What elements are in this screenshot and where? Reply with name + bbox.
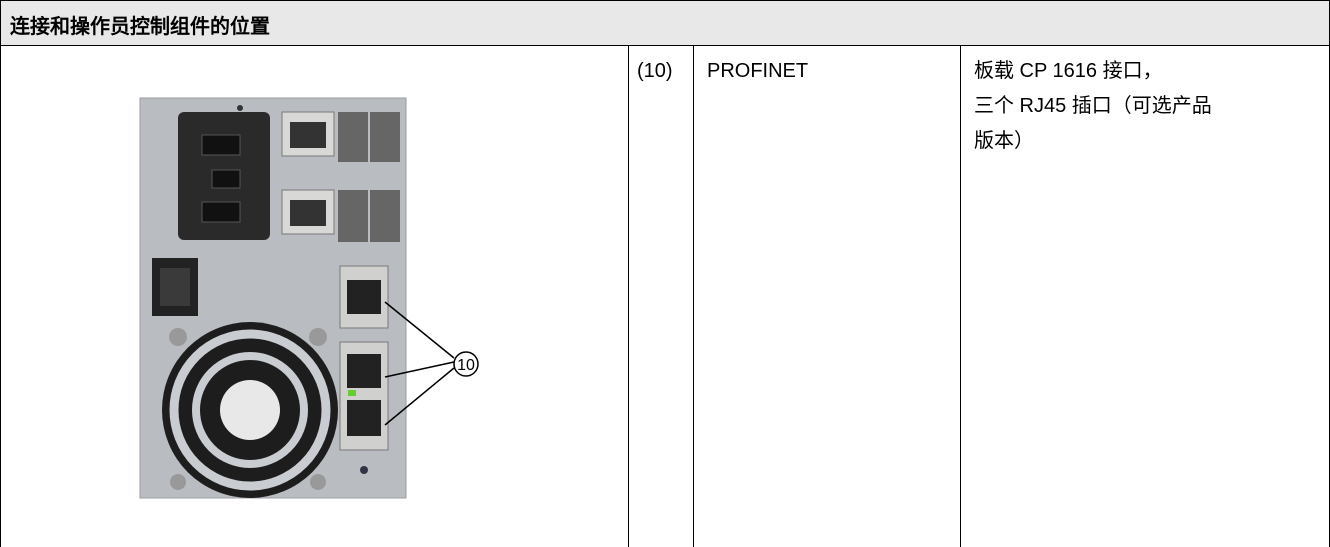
border <box>628 45 629 547</box>
switch-rocker <box>160 268 190 306</box>
item-description: 板载 CP 1616 接口， 三个 RJ45 插口（可选产品 版本） <box>974 54 1212 159</box>
device-photo: 10 <box>139 97 479 499</box>
callout-circle <box>453 351 479 377</box>
rj45-ports <box>339 265 389 451</box>
pin <box>211 169 241 189</box>
port-block <box>281 111 400 242</box>
description-line: 三个 RJ45 插口（可选产品 <box>974 95 1212 117</box>
screw-hole <box>237 105 243 111</box>
screw-hole <box>360 466 368 474</box>
table-title: 连接和操作员控制组件的位置 <box>10 16 270 38</box>
border <box>0 45 1 547</box>
item-number: (10) <box>637 60 673 82</box>
callout-line <box>384 367 455 426</box>
border <box>960 45 961 547</box>
chassis-edge <box>139 97 407 499</box>
callout-line <box>384 301 455 359</box>
border <box>693 45 694 547</box>
callout-line <box>384 361 455 378</box>
pin <box>201 134 241 156</box>
description-line: 版本） <box>974 130 1034 152</box>
callout-label: 10 <box>457 357 475 374</box>
fan <box>162 322 338 498</box>
description-line: 板载 CP 1616 接口， <box>974 60 1163 82</box>
item-name: PROFINET <box>707 60 809 82</box>
pin <box>201 201 241 223</box>
header-row <box>0 0 1330 46</box>
